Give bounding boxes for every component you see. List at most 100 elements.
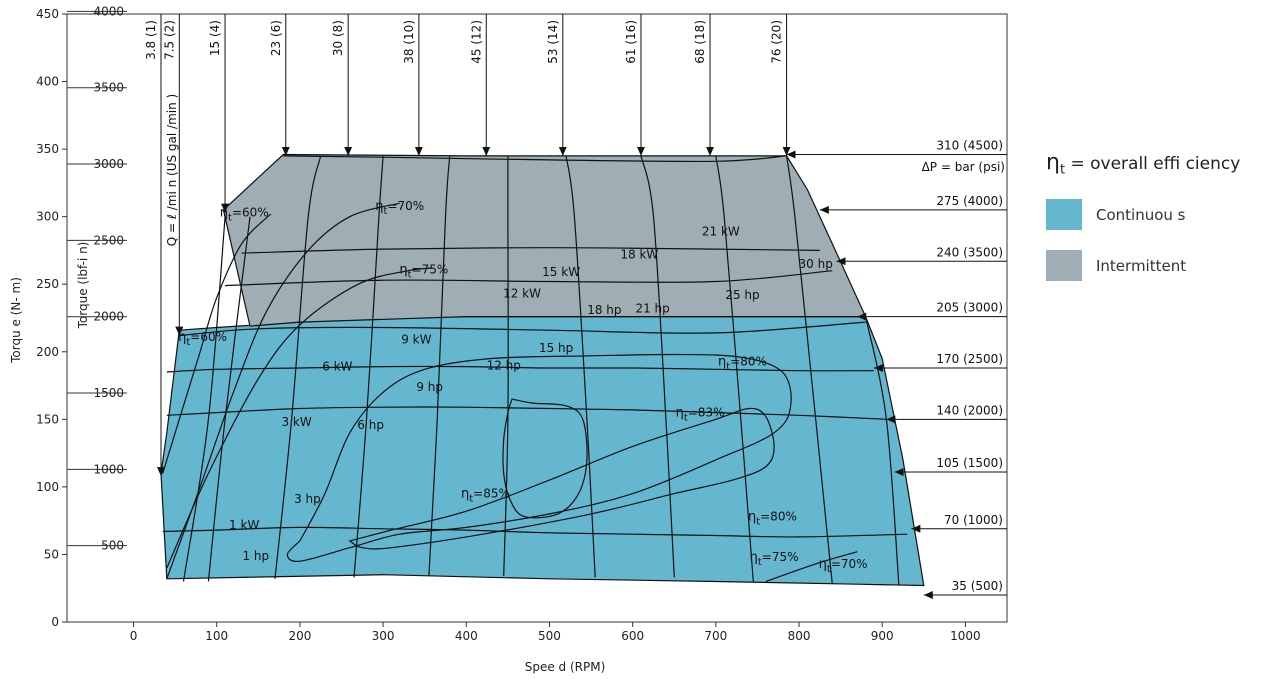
legend-label-intermittent: Intermittent [1096, 256, 1187, 275]
region-layer [160, 153, 925, 587]
x-tick-label-1: 100 [205, 629, 228, 643]
efficiency-label-0: ηt=60% [220, 206, 269, 224]
power-label-9: 12 kW [503, 287, 541, 301]
flow-line-6 [565, 155, 596, 578]
y-lbfin-tick-label-5: 3000 [93, 157, 124, 171]
y-axis-label-left: Torqu e (N- m) [9, 277, 23, 364]
y-nm-tick-label-5: 250 [36, 277, 59, 291]
efficiency-label-2: ηt=75% [399, 262, 448, 280]
x-tick-label-4: 400 [455, 629, 478, 643]
y-nm-tick-label-0: 0 [51, 615, 59, 629]
x-tick-label-7: 700 [704, 629, 727, 643]
y-lbfin-tick-label-6: 3500 [93, 81, 124, 95]
power-contour-5 [241, 247, 820, 254]
pressure-label-0: 310 (4500) [936, 139, 1003, 153]
y-nm-tick-label-1: 50 [44, 547, 59, 561]
plot-frame [66, 13, 1008, 623]
power-label-14: 21 hp [635, 302, 669, 316]
flow-line-5 [503, 155, 509, 577]
power-label-8: 12 hp [487, 358, 521, 372]
x-tick-label-8: 800 [788, 629, 811, 643]
efficiency-label-4: ηt=80% [718, 354, 767, 372]
flow-line-0 [182, 216, 226, 582]
pressure-label-4: 170 (2500) [936, 352, 1003, 366]
flow-label-1: 7.5 (2) [162, 20, 176, 60]
efficiency-label-3: ηt=60% [178, 330, 227, 348]
flow-line-8 [715, 155, 754, 582]
legend: ηt = overall effi ciency Continuou s Int… [1046, 150, 1258, 301]
y-lbfin-tick-label-1: 1000 [93, 462, 124, 476]
flow-label-2: 15 (4) [208, 20, 222, 56]
power-label-3: 3 hp [294, 492, 321, 506]
y-nm-tick-label-4: 200 [36, 345, 59, 359]
pressure-header: ΔP = bar (psi) [922, 160, 1005, 174]
power-label-0: 1 kW [229, 518, 259, 532]
legend-item-continuous: Continuou s [1046, 199, 1258, 231]
flow-line-9 [786, 155, 833, 585]
efficiency-contour-5 [162, 213, 272, 474]
efficiency-label-5: ηt=83% [676, 406, 725, 424]
legend-title-text: = overall effi ciency [1065, 154, 1241, 174]
region-intermittent [222, 153, 867, 327]
pressure-label-1: 275 (4000) [936, 194, 1003, 208]
efficiency-label-1: ηt=70% [375, 199, 424, 217]
efficiency-contour-6 [765, 551, 858, 583]
x-tick-label-6: 600 [621, 629, 644, 643]
efficiency-label-9: ηt=70% [819, 557, 868, 575]
y-nm-tick-label-2: 100 [36, 480, 59, 494]
power-label-13: 18 kW [620, 248, 658, 262]
y-lbfin-tick-label-4: 2500 [93, 233, 124, 247]
flow-label-10: 76 (20) [770, 20, 784, 64]
power-contour-6 [283, 155, 787, 163]
legend-swatch-continuous [1046, 199, 1082, 231]
y-nm-tick-label-6: 300 [36, 210, 59, 224]
legend-title: ηt = overall effi ciency [1046, 150, 1258, 177]
flow-label-6: 45 (12) [469, 20, 483, 64]
power-label-7: 9 hp [416, 380, 443, 394]
flow-label-5: 38 (10) [402, 20, 416, 64]
pressure-label-7: 70 (1000) [944, 513, 1003, 527]
efficiency-contour-1 [348, 407, 775, 550]
legend-label-continuous: Continuou s [1096, 205, 1186, 224]
y-nm-tick-label-7: 350 [36, 142, 59, 156]
power-label-2: 3 kW [281, 415, 311, 429]
flow-line-4 [428, 155, 451, 577]
flow-header: Q = ℓ /mi n (US gal /min ) [165, 94, 179, 246]
x-tick-label-5: 500 [538, 629, 561, 643]
pressure-label-6: 105 (1500) [936, 456, 1003, 470]
legend-item-intermittent: Intermittent [1046, 250, 1258, 282]
x-tick-label-2: 200 [288, 629, 311, 643]
flow-label-0: 3.8 (1) [144, 20, 158, 60]
flow-line-3 [353, 155, 384, 578]
flow-line-7 [640, 155, 675, 578]
power-contour-4 [225, 270, 833, 287]
flow-label-7: 53 (14) [546, 20, 560, 64]
flow-label-9: 68 (18) [693, 20, 707, 64]
pressure-label-8: 35 (500) [952, 579, 1003, 593]
y-lbfin-tick-label-3: 2000 [93, 310, 124, 324]
power-label-5: 6 hp [357, 418, 384, 432]
y-axis-label-right: Torque (lbf-i n) [76, 242, 90, 330]
legend-swatch-intermittent [1046, 250, 1082, 282]
flow-label-8: 61 (16) [624, 20, 638, 64]
power-label-16: 25 hp [725, 288, 759, 302]
pressure-label-2: 240 (3500) [936, 245, 1003, 259]
power-label-15: 21 kW [702, 225, 740, 239]
power-label-11: 15 kW [542, 265, 580, 279]
efficiency-contour-0 [502, 398, 588, 519]
power-label-10: 15 hp [539, 341, 573, 355]
x-tick-label-10: 1000 [950, 629, 981, 643]
efficiency-label-7: ηt=80% [748, 510, 797, 528]
power-label-6: 9 kW [401, 333, 431, 347]
pressure-label-5: 140 (2000) [936, 403, 1003, 417]
efficiency-label-8: ηt=75% [750, 550, 799, 568]
power-label-17: 30 hp [799, 257, 833, 271]
efficiency-label-6: ηt=85% [461, 487, 510, 505]
x-tick-label-3: 300 [372, 629, 395, 643]
legend-title-eta: η [1046, 150, 1060, 175]
y-nm-tick-label-8: 400 [36, 75, 59, 89]
power-label-12: 18 hp [587, 303, 621, 317]
legend-title-sub: t [1059, 162, 1066, 178]
label-layer: 1 kW 1 hp 3 kW 3 hp 6 kW 6 hp 9 kW 9 hp 12 hp 12 … [178, 199, 867, 575]
axes-layer: 0 100 200 300 400 500 600 700 800 900 1000 0 50 100 15… [36, 4, 981, 643]
